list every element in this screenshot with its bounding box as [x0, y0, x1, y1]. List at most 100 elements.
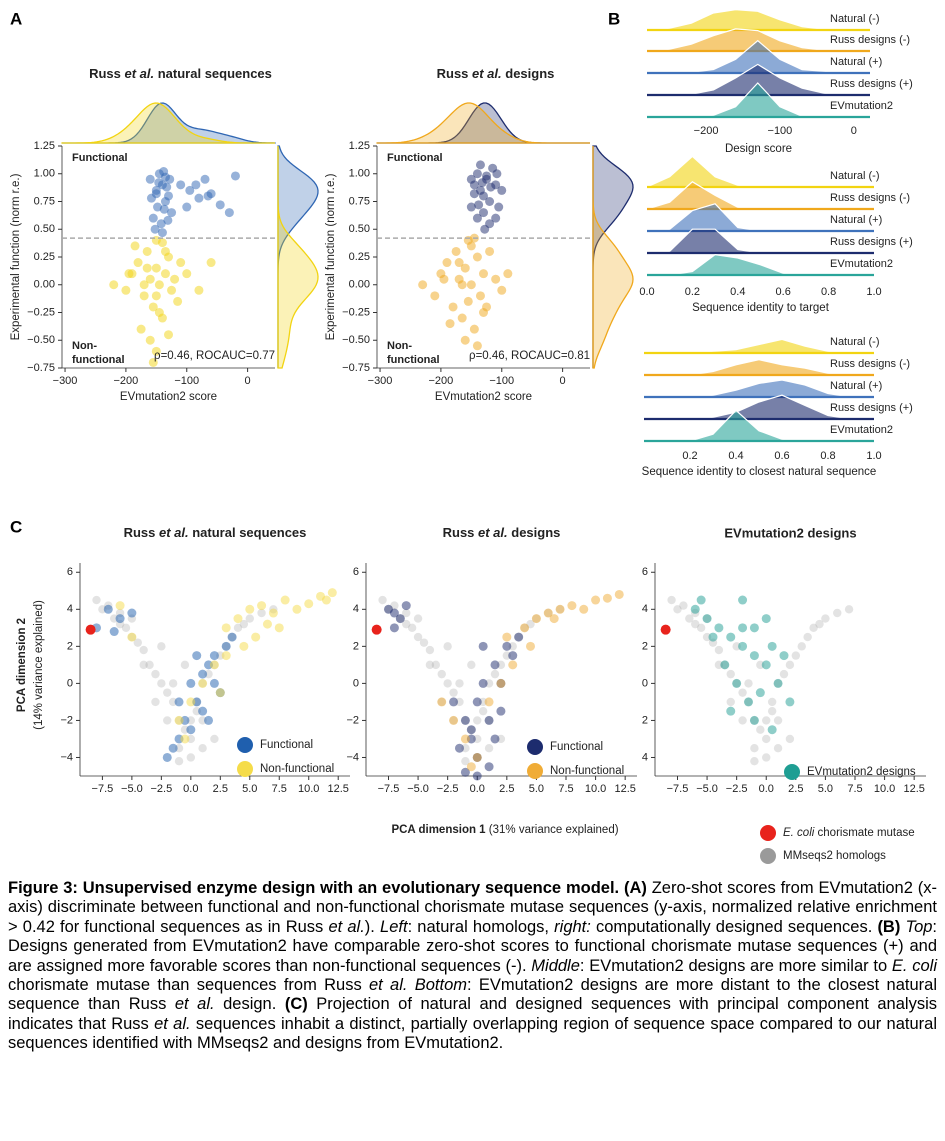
homolog-point [198, 744, 207, 753]
annotation: functional [72, 354, 125, 366]
x-tick-label: 10.0 [585, 783, 606, 795]
chart-title: Russ et al. natural sequences [89, 66, 272, 81]
data-point [174, 697, 184, 707]
data-point [457, 280, 467, 290]
data-point [525, 641, 535, 651]
data-point [720, 660, 730, 670]
x-tick-label: 0.8 [821, 286, 836, 298]
y-tick-label: 1.00 [34, 168, 55, 180]
data-point [508, 651, 518, 661]
caption-run: computationally designed sequences. [590, 917, 878, 936]
data-point [614, 589, 624, 599]
data-point [233, 614, 243, 624]
data-point [170, 274, 180, 284]
data-point [204, 715, 214, 725]
marginal-density [277, 146, 319, 369]
data-point [127, 632, 137, 642]
chart: Natural (-) Russ designs (-) Natural (+) Ru… [642, 336, 913, 478]
data-point [442, 258, 452, 268]
data-point [492, 169, 502, 179]
data-point [136, 324, 146, 334]
caption-run: Left [380, 917, 408, 936]
data-point [502, 641, 512, 651]
chart: EVmutation2 designs −7.5 −5.0 −2.5 0.0 2.5 5.0… [642, 525, 926, 795]
x-tick-label: −2.5 [150, 783, 172, 795]
data-point [121, 285, 131, 295]
x-tick-label: 0.6 [774, 450, 789, 462]
caption-run: E. coli [891, 956, 937, 975]
annotation: Functional [387, 152, 443, 164]
homolog-point [490, 669, 500, 679]
y-tick-label: 0 [67, 677, 73, 689]
panel-label: A [10, 9, 22, 28]
homolog-point [461, 756, 470, 766]
data-point [191, 180, 201, 190]
caption-run: chorismate mutase than sequences from Ru… [8, 976, 369, 995]
homolog-point [738, 688, 747, 697]
data-point [485, 246, 495, 256]
data-point [472, 169, 482, 179]
data-point [142, 263, 152, 273]
data-point [490, 734, 500, 744]
data-point [103, 604, 113, 614]
ridge-label: Natural (-) [830, 13, 880, 25]
data-point [160, 172, 170, 182]
y-axis-label: Experimental function (norm r.e.) [10, 173, 22, 340]
x-tick-label: 0.0 [759, 783, 774, 795]
x-tick-label: 0 [245, 375, 251, 387]
data-point [494, 202, 504, 212]
y-tick-label: 2 [353, 640, 359, 652]
data-point [738, 641, 748, 651]
homolog-point [139, 660, 148, 670]
data-point [174, 715, 184, 725]
y-tick-label: 0 [642, 677, 648, 689]
homolog-point [750, 756, 759, 766]
data-point [478, 641, 488, 651]
homolog-point [815, 619, 824, 629]
x-tick-label: 12.5 [327, 783, 348, 795]
homolog-point [679, 601, 688, 610]
legend-swatch [527, 739, 543, 755]
data-point [221, 623, 231, 633]
data-point [475, 160, 485, 170]
homolog-point [762, 753, 771, 762]
homolog-point [779, 669, 789, 679]
x-tick-label: −5.0 [121, 783, 143, 795]
text-run: et al. [125, 66, 155, 81]
data-point [479, 191, 488, 201]
data-point [156, 219, 166, 229]
annotation: functional [387, 354, 440, 366]
x-tick-label: 2.5 [499, 783, 514, 795]
x-axis-label: PCA dimension 1 (31% variance explained) [391, 824, 618, 836]
x-tick-label: −100 [768, 125, 793, 137]
data-point [469, 180, 479, 190]
y-tick-label: 1.00 [349, 168, 370, 180]
homolog-point [844, 605, 854, 614]
x-tick-label: 0.4 [730, 286, 745, 298]
data-point [130, 241, 140, 251]
data-point [445, 319, 455, 329]
text-run: PCA dimension 1 [391, 824, 486, 836]
data-point [167, 208, 177, 218]
data-point [162, 752, 172, 762]
data-point [484, 697, 494, 707]
chart: Russ et al. designs −7.5 −5.0 −2.5 0.0 2.5 5.0… [346, 525, 637, 795]
homolog-point [443, 679, 452, 688]
homolog-point [750, 744, 759, 753]
ridge-label: Russ designs (-) [830, 358, 910, 370]
y-tick-label: −0.75 [342, 362, 370, 374]
y-tick-label: 0.00 [34, 279, 55, 291]
homolog-point [402, 608, 411, 618]
homolog-point [425, 660, 435, 670]
x-axis-label: Design score [725, 143, 792, 155]
marginal-density [592, 146, 634, 369]
data-point [454, 258, 464, 268]
homolog-point [762, 734, 771, 744]
homolog-point [726, 669, 735, 679]
caption-run: ). [364, 917, 381, 936]
y-axis-label: (14% variance explained) [33, 600, 45, 730]
data-point [227, 632, 237, 642]
data-point [257, 601, 267, 611]
